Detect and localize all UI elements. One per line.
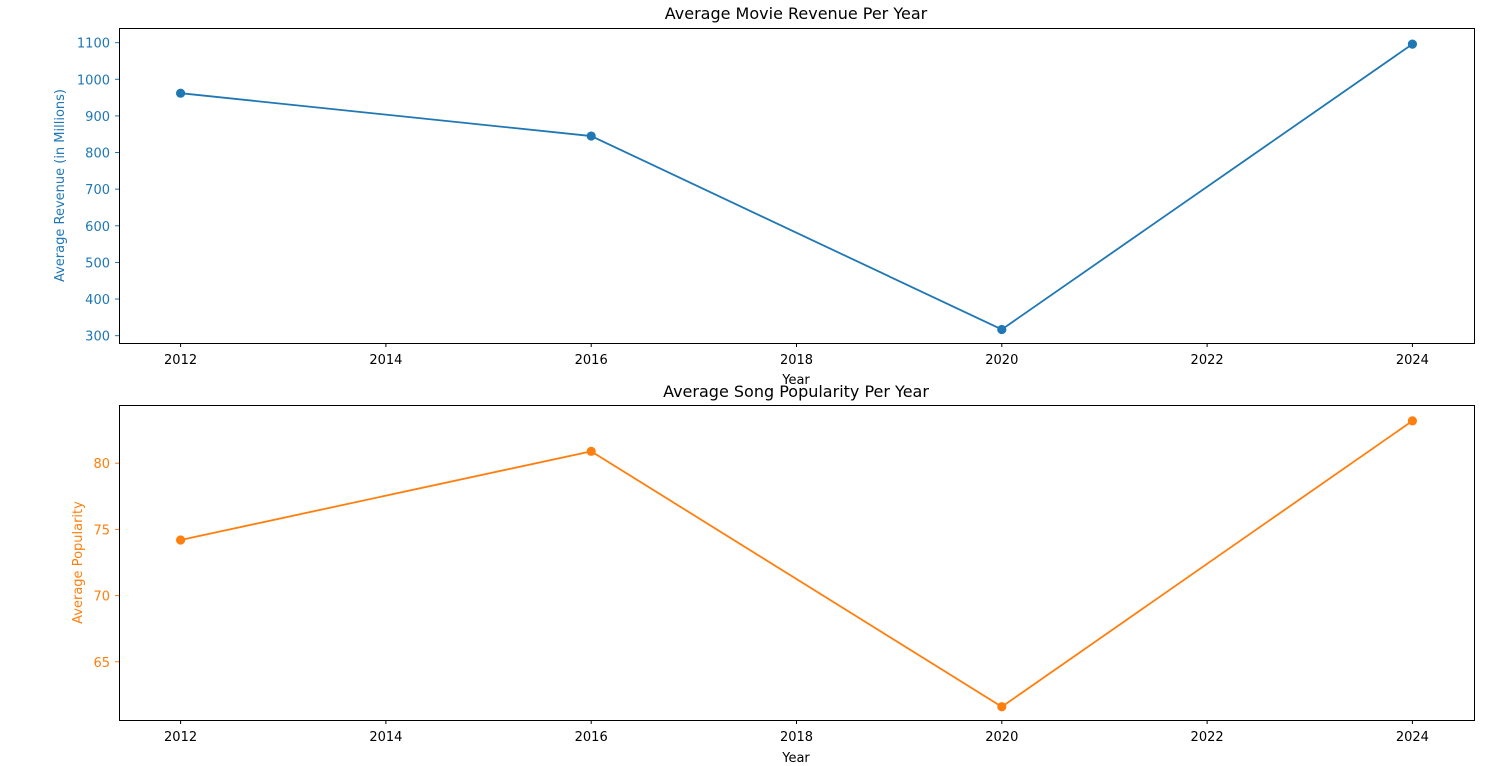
popularity-series-line: [180, 420, 1413, 708]
revenue-y-tick-label: 800: [85, 147, 110, 162]
popularity-axes-frame: [119, 405, 1475, 721]
revenue-data-point: [1407, 39, 1418, 49]
popularity-y-tick-label: 70: [93, 590, 110, 605]
revenue-y-tick-label: 600: [85, 220, 110, 235]
popularity-data-point: [997, 702, 1007, 712]
revenue-y-tick-label: 900: [85, 110, 110, 125]
revenue-y-axis-label: Average Revenue (in Millions): [53, 89, 68, 282]
popularity-chart-panel: Average Song Popularity Per Year Year Av…: [71, 382, 1475, 766]
revenue-x-tick-label: 2020: [985, 353, 1018, 368]
popularity-y-tick-label: 65: [93, 656, 110, 671]
popularity-x-tick-label: 2018: [780, 730, 813, 745]
popularity-x-tick-label: 2012: [164, 730, 197, 745]
popularity-chart-title: Average Song Popularity Per Year: [663, 382, 929, 401]
revenue-x-tick-label: 2024: [1396, 353, 1429, 368]
popularity-x-tick-label: 2016: [575, 730, 608, 745]
popularity-x-tick-label: 2022: [1191, 730, 1224, 745]
popularity-y-tick-label: 80: [93, 457, 110, 472]
popularity-x-tick-label: 2014: [369, 730, 402, 745]
popularity-data-point: [586, 446, 596, 456]
revenue-data-point: [175, 88, 186, 98]
revenue-data-point: [586, 131, 596, 141]
popularity-y-tick-label: 75: [93, 523, 110, 538]
revenue-y-tick-label: 1100: [77, 37, 110, 52]
popularity-x-tick-label: 2020: [985, 730, 1018, 745]
revenue-y-tick-label: 700: [85, 183, 110, 198]
popularity-plot-area: 2012 2014 2016 2018 2020 2022 2024 65 70 75 80: [93, 405, 1475, 745]
revenue-x-tick-label: 2012: [164, 353, 197, 368]
popularity-x-axis-label: Year: [781, 751, 810, 766]
revenue-x-tick-label: 2014: [369, 353, 402, 368]
revenue-x-tick-label: 2022: [1191, 353, 1224, 368]
revenue-chart-title: Average Movie Revenue Per Year: [665, 4, 928, 23]
popularity-data-point: [175, 535, 186, 545]
revenue-y-tick-label: 1000: [77, 73, 110, 88]
popularity-data-point: [1407, 416, 1418, 426]
revenue-data-point: [997, 324, 1007, 335]
popularity-x-tick-label: 2024: [1396, 730, 1429, 745]
revenue-axes-frame: [119, 28, 1475, 344]
revenue-chart-panel: Average Movie Revenue Per Year Year Aver…: [53, 4, 1475, 388]
revenue-y-tick-label: 300: [85, 330, 110, 345]
revenue-y-tick-label: 400: [85, 293, 110, 308]
popularity-y-axis-label: Average Popularity: [71, 501, 86, 624]
revenue-series-line: [180, 43, 1413, 331]
revenue-x-tick-label: 2018: [780, 353, 813, 368]
revenue-x-tick-label: 2016: [575, 353, 608, 368]
revenue-y-tick-label: 500: [85, 256, 110, 271]
revenue-x-axis-label: Year: [781, 373, 810, 388]
revenue-plot-area: 2012 2014 2016 2018 2020 2022 2024 300 400 500 600…: [77, 28, 1475, 368]
